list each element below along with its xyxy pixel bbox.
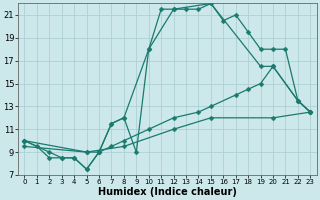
X-axis label: Humidex (Indice chaleur): Humidex (Indice chaleur) (98, 187, 237, 197)
